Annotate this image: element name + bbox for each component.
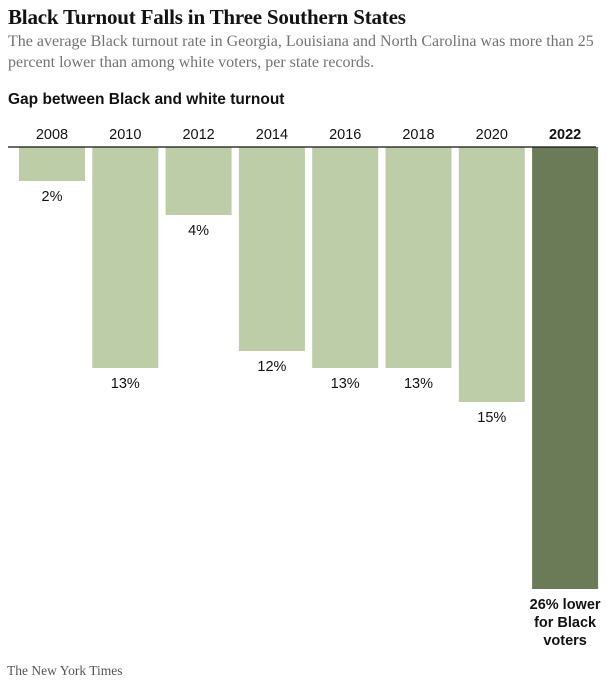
bar-2020 [458,147,525,402]
bar-2012 [165,147,232,215]
data-label-2014: 12% [257,359,286,375]
data-label-2008: 2% [42,189,63,205]
bar-2022 [532,147,599,589]
data-label-2022: 26% lower for Black voters [530,597,601,649]
bar-2008 [19,147,85,181]
chart-title: Black Turnout Falls in Three Southern St… [8,5,406,29]
chart-subtitle: The average Black turnout rate in Georgi… [8,33,594,71]
x-tick-label: 2010 [109,127,141,143]
data-label-2010: 13% [111,376,140,392]
data-label-2016: 13% [331,376,360,392]
data-label-2020: 15% [477,410,506,426]
bar-2014 [238,147,305,351]
bar-2016 [312,147,379,368]
bar-2018 [385,147,452,368]
x-tick-label: 2014 [256,127,288,143]
x-tick-label: 2012 [182,127,214,143]
x-tick-label: 2008 [36,127,68,143]
credit-line: The New York Times [7,663,123,678]
x-tick-label: 2020 [476,127,508,143]
data-label-2012: 4% [188,223,209,239]
chart-heading: Gap between Black and white turnout [8,91,285,108]
data-label-2018: 13% [404,376,433,392]
x-tick-label: 2022 [549,127,581,143]
x-tick-label: 2018 [402,127,434,143]
x-tick-label: 2016 [329,127,361,143]
bar-2010 [92,147,159,368]
